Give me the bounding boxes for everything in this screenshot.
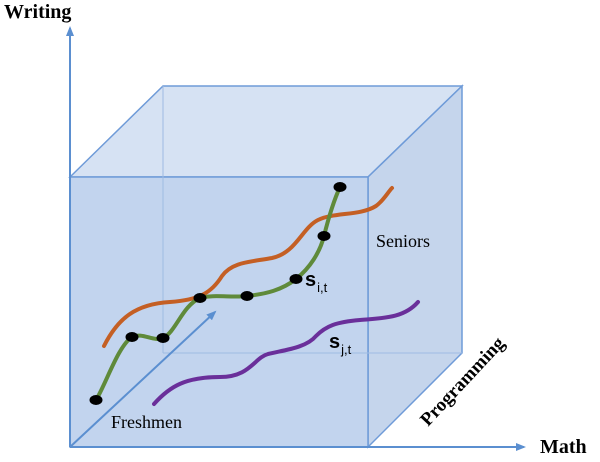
s-j-t-subscript: j,t (340, 342, 352, 357)
purple-trajectory-curve (152, 300, 420, 406)
s-i-t-symbol: s (305, 269, 316, 291)
freshmen-label: Freshmen (111, 412, 182, 432)
observation-point (193, 293, 207, 303)
observation-point (240, 291, 254, 301)
observation-point (89, 395, 103, 405)
observation-point (289, 274, 303, 284)
s-j-t-label: sj,t (329, 331, 352, 357)
axes (66, 26, 526, 451)
programming-axis (69, 310, 217, 448)
writing-axis-label: Writing (4, 1, 71, 23)
observation-point (333, 182, 347, 192)
orange-trajectory-curve (102, 186, 394, 348)
observation-points (89, 182, 347, 405)
observation-point (317, 231, 331, 241)
observation-point (156, 333, 170, 343)
s-j-t-symbol: s (329, 331, 340, 353)
observation-point (125, 332, 139, 342)
math-axis-label: Math (540, 436, 587, 458)
s-i-t-subscript: i,t (317, 280, 328, 295)
s-i-t-label: si,t (305, 269, 328, 295)
seniors-label: Seniors (376, 231, 430, 251)
